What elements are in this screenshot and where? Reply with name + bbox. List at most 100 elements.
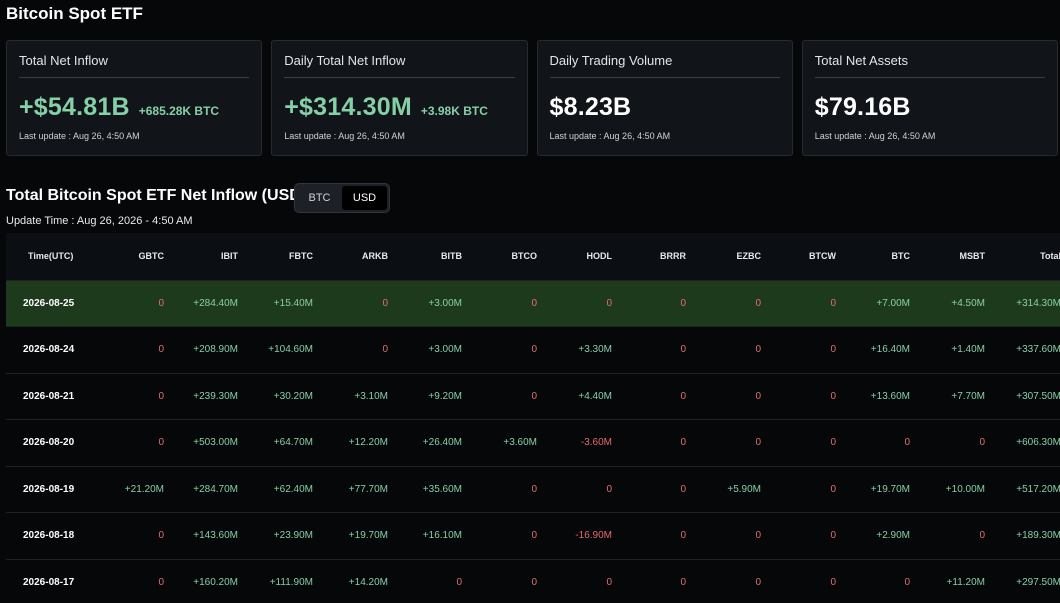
- table-cell: 0: [531, 297, 537, 309]
- table-cell: 0: [680, 344, 686, 356]
- table-cell: +11.20M: [946, 577, 985, 588]
- table-cell: 0: [531, 530, 537, 542]
- table-header-row: Time(UTC) GBTC IBIT FBTC ARKB BITB BTCO HODL BRR…: [6, 233, 1060, 280]
- table-cell: +5.90M: [727, 483, 761, 495]
- card-value: $8.23B: [549, 93, 632, 121]
- card-value-row: $8.23B: [549, 93, 780, 121]
- table-cell: +3.30M: [578, 344, 612, 356]
- table-cell: 0: [830, 437, 836, 449]
- card-value-row: $79.16B: [814, 93, 1045, 121]
- table-cell: 0: [531, 577, 537, 588]
- table-cell: 0: [755, 297, 761, 309]
- table-cell: +30.20M: [273, 390, 313, 402]
- card-value-row: +$314.30M +3.98K BTC: [284, 93, 514, 121]
- column-header-bitb: BITB: [441, 251, 462, 262]
- table-cell: 0: [830, 297, 836, 309]
- table-cell: +517.20M: [1016, 483, 1060, 495]
- card-daily-total-net-inflow: Daily Total Net Inflow +$314.30M +3.98K …: [271, 40, 528, 156]
- table-cell: 0: [531, 390, 537, 402]
- table-cell: +12.20M: [348, 437, 388, 449]
- table-cell: 0: [158, 344, 164, 356]
- column-header-brrr: BRRR: [660, 251, 686, 262]
- table-cell: +606.30M: [1016, 437, 1060, 449]
- card-last-update: Last update : Aug 26, 4:50 AM: [549, 131, 671, 141]
- table-cell: 0: [755, 577, 761, 588]
- table-cell: +337.60M: [1016, 344, 1060, 356]
- row-date: 2026-08-24: [23, 344, 75, 356]
- table-cell: 0: [755, 437, 761, 449]
- table-cell: +3.00M: [428, 344, 462, 356]
- row-date: 2026-08-21: [23, 390, 75, 402]
- table-cell: +111.90M: [269, 577, 313, 588]
- toggle-usd-button[interactable]: USD: [342, 186, 387, 210]
- table-cell: 0: [904, 437, 910, 449]
- table-row: 2026-08-18 0 +143.60M +23.90M +19.70M +16.10M…: [6, 512, 1060, 560]
- table-cell: +160.20M: [193, 577, 238, 588]
- net-inflow-table: Time(UTC) GBTC IBIT FBTC ARKB BITB BTCO HODL BRR…: [6, 233, 1060, 603]
- card-total-net-assets: Total Net Assets $79.16B Last update : A…: [801, 40, 1058, 156]
- table-cell: 0: [680, 390, 686, 402]
- table-cell: 0: [830, 390, 836, 402]
- row-date: 2026-08-18: [23, 530, 75, 542]
- table-cell: 0: [830, 483, 836, 495]
- table-cell: +3.10M: [354, 390, 388, 402]
- column-header-ibit: IBIT: [221, 251, 238, 262]
- card-title: Daily Trading Volume: [549, 53, 780, 78]
- column-header-msbt: MSBT: [959, 251, 986, 262]
- table-cell: +10.00M: [945, 483, 985, 495]
- page-title: Bitcoin Spot ETF: [6, 4, 143, 23]
- table-cell: +13.60M: [870, 390, 910, 402]
- table-cell: 0: [531, 344, 537, 356]
- table-cell: 0: [680, 297, 686, 309]
- card-sub-value: +685.28K BTC: [138, 104, 220, 118]
- card-last-update: Last update : Aug 26, 4:50 AM: [284, 131, 405, 141]
- column-header-ezbc: EZBC: [736, 251, 762, 262]
- card-value: $79.16B: [814, 93, 911, 121]
- table-row: 2026-08-25 0 +284.40M +15.40M 0 +3.00M 0 0 0 0 0 +7…: [6, 280, 1060, 327]
- unit-toggle: BTC USD: [294, 183, 390, 213]
- table-cell: +4.50M: [951, 297, 985, 309]
- table-cell: 0: [979, 437, 985, 449]
- table-cell: 0: [680, 437, 686, 449]
- row-date: 2026-08-17: [23, 577, 75, 588]
- table-cell: +1.40M: [951, 344, 985, 356]
- card-value: +$314.30M: [284, 93, 412, 121]
- table-cell: 0: [531, 483, 537, 495]
- card-title: Daily Total Net Inflow: [284, 53, 515, 78]
- table-cell: +15.40M: [273, 297, 313, 309]
- card-title: Total Net Assets: [814, 53, 1045, 78]
- table-cell: +7.70M: [951, 390, 985, 402]
- table-cell: +297.50M: [1016, 577, 1060, 588]
- column-header-btco: BTCO: [511, 251, 538, 262]
- column-header-arkb: ARKB: [362, 251, 388, 262]
- row-date: 2026-08-19: [23, 483, 75, 495]
- table-cell: +104.60M: [268, 344, 313, 356]
- table-cell: 0: [158, 437, 164, 449]
- table-row: 2026-08-19 +21.20M +284.70M +62.40M +77.70M +…: [6, 466, 1060, 513]
- table-cell: 0: [904, 577, 910, 588]
- table-cell: 0: [830, 344, 836, 356]
- table-cell: 0: [830, 577, 836, 588]
- table-cell: +189.30M: [1016, 530, 1060, 542]
- card-sub-value: +3.98K BTC: [420, 104, 488, 118]
- table-cell: 0: [680, 530, 686, 542]
- column-header-gbtc: GBTC: [138, 251, 165, 262]
- card-last-update: Last update : Aug 26, 4:50 AM: [814, 131, 936, 141]
- table-cell: +314.30M: [1016, 297, 1060, 309]
- table-cell: +2.90M: [876, 530, 910, 542]
- table-cell: +23.90M: [273, 530, 313, 542]
- table-cell: +9.20M: [428, 390, 462, 402]
- table-cell: +239.30M: [193, 390, 238, 402]
- table-cell: +307.50M: [1016, 390, 1060, 402]
- table-cell: 0: [979, 530, 985, 542]
- column-header-time-utc: Time(UTC): [28, 251, 74, 262]
- table-cell: 0: [382, 344, 388, 356]
- column-header-btc: BTC: [891, 251, 911, 262]
- table-cell: +14.20M: [348, 577, 388, 588]
- table-cell: +35.60M: [422, 483, 462, 495]
- table-row: 2026-08-20 0 +503.00M +64.70M +12.20M +26.40M…: [6, 419, 1060, 467]
- card-daily-trading-volume: Daily Trading Volume $8.23B Last update …: [536, 40, 793, 156]
- table-row: 2026-08-17 0 +160.20M +111.90M +14.20M 0 0 0 0 0 0…: [6, 559, 1060, 603]
- toggle-btc-button[interactable]: BTC: [308, 192, 331, 204]
- table-cell: +4.40M: [578, 390, 612, 402]
